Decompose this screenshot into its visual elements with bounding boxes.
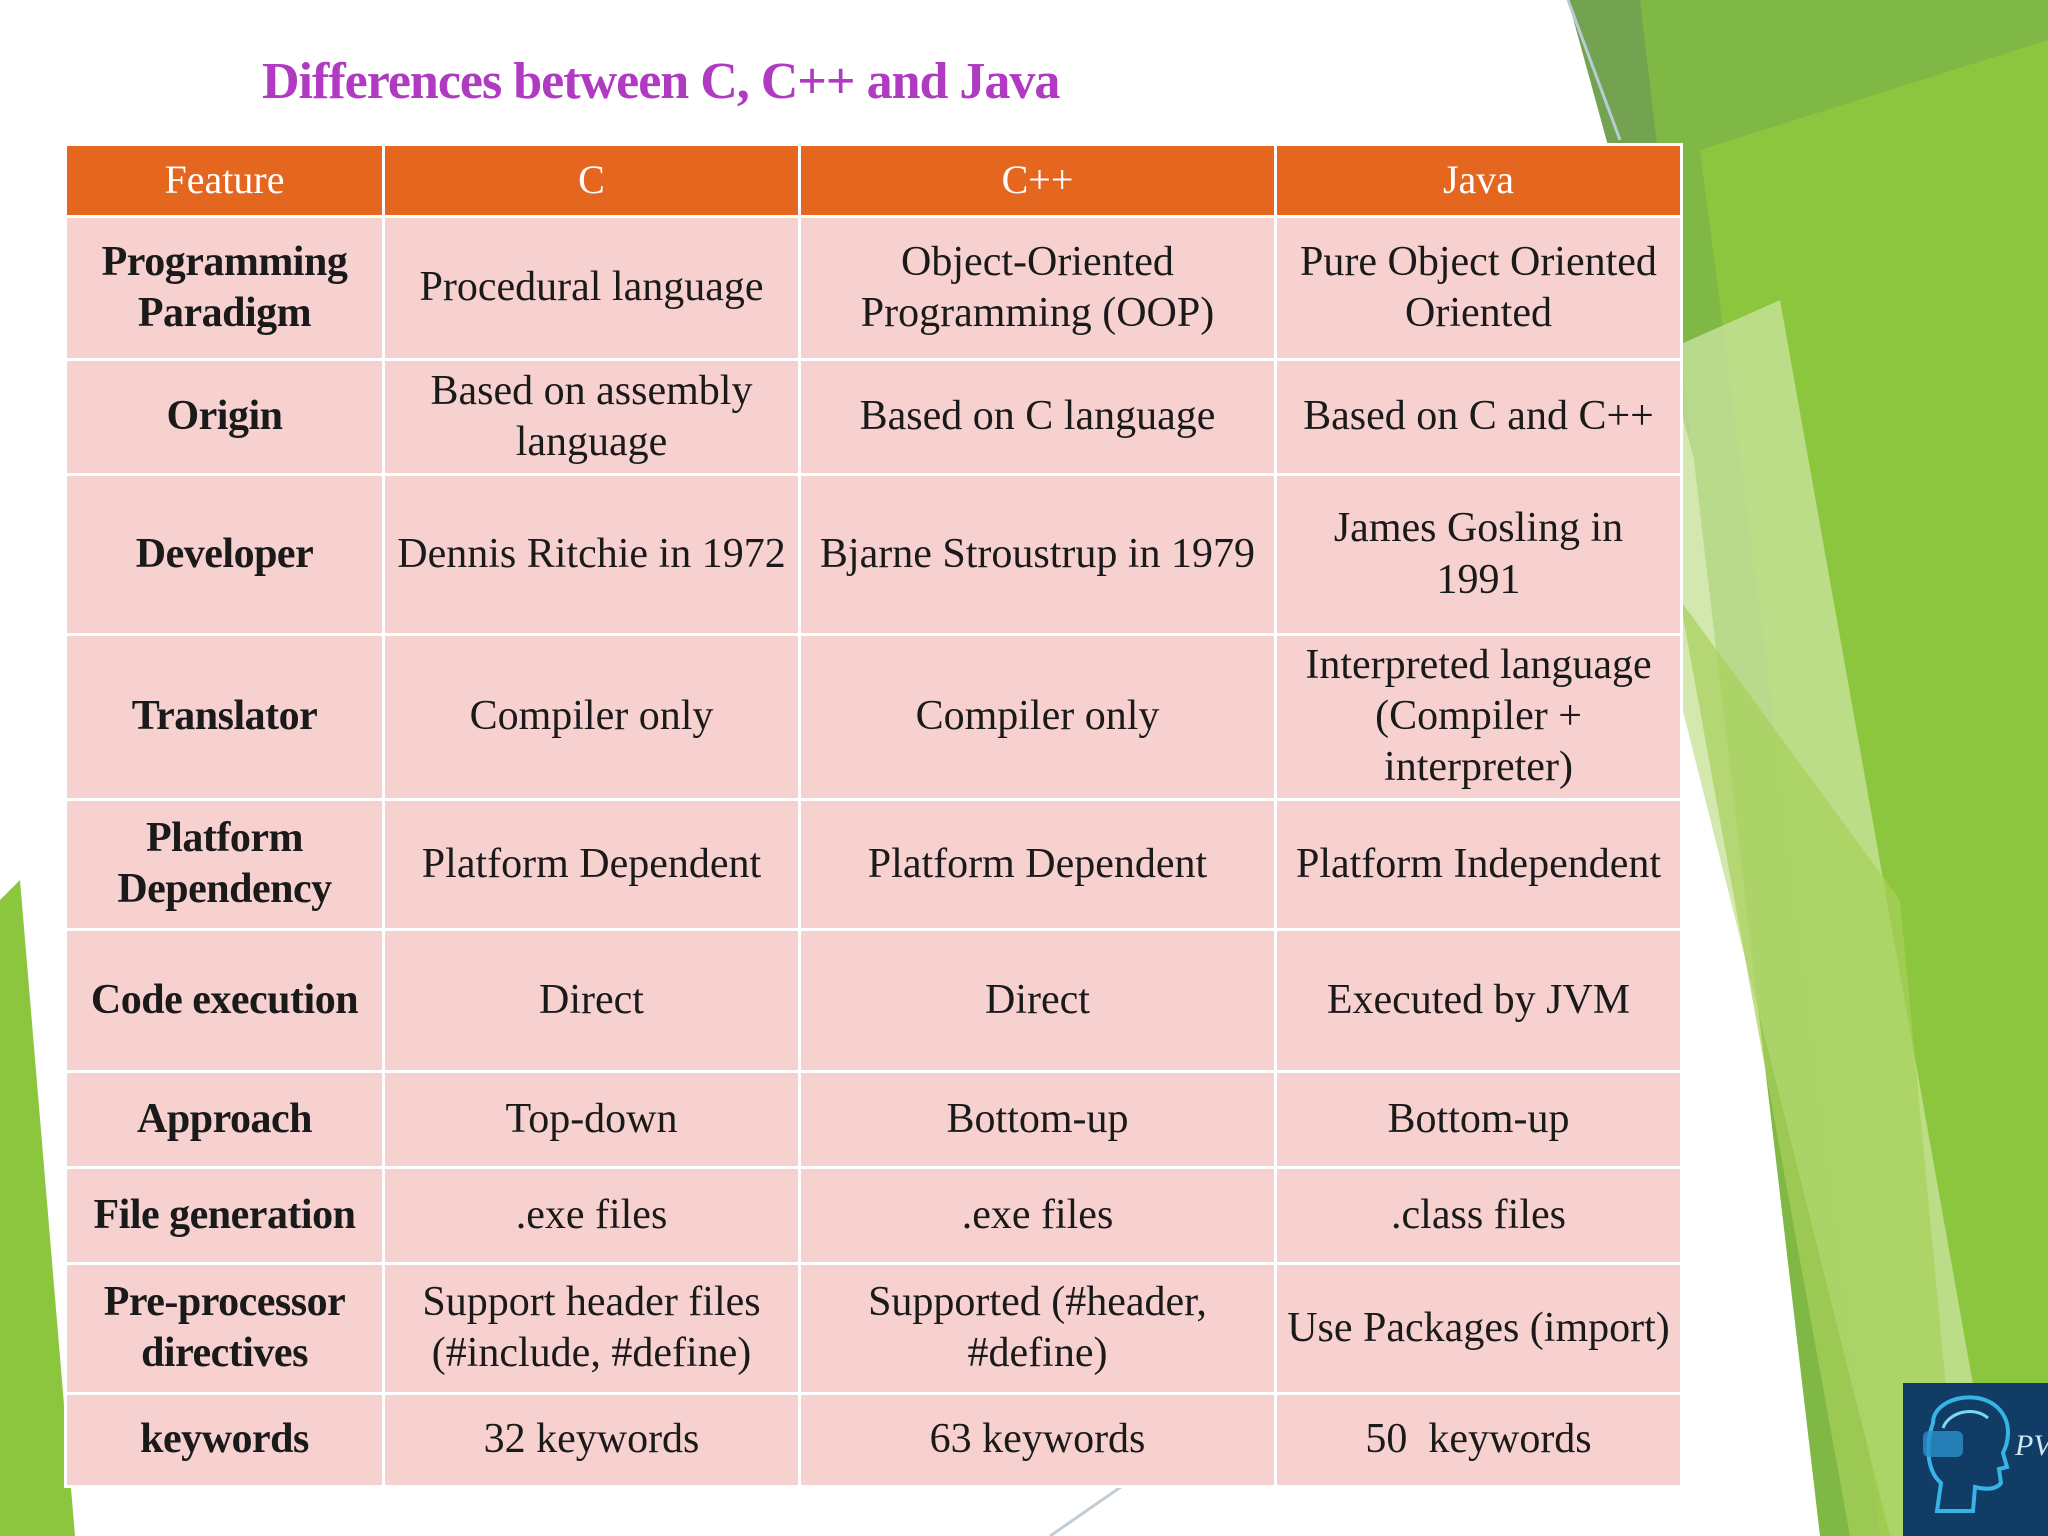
cpp-cell: 63 keywords (798, 1391, 1277, 1488)
table-row: Translator Compiler only Compiler only I… (64, 633, 1683, 801)
green-shape-left (0, 880, 75, 1536)
feature-cell: keywords (64, 1391, 385, 1488)
feature-cell: Approach (64, 1069, 385, 1169)
cpp-cell: Platform Dependent (798, 797, 1277, 931)
c-cell: Direct (382, 927, 801, 1073)
c-cell: Based on assembly language (382, 358, 801, 476)
table-row: Approach Top-down Bottom-up Bottom-up (64, 1069, 1683, 1169)
table-header-row: Feature C C++ Java (64, 143, 1683, 218)
feature-cell: File generation (64, 1165, 385, 1265)
java-cell: 50 keywords (1274, 1391, 1683, 1488)
java-cell: Executed by JVM (1274, 927, 1683, 1073)
header-c: C (382, 143, 801, 218)
cpp-cell: Bottom-up (798, 1069, 1277, 1169)
feature-cell: Programming Paradigm (64, 215, 385, 361)
table-row: Programming Paradigm Procedural language… (64, 215, 1683, 361)
c-cell: Dennis Ritchie in 1972 (382, 473, 801, 636)
logo-text: PVC (2014, 1429, 2048, 1462)
c-cell: .exe files (382, 1165, 801, 1265)
cpp-cell: Based on C language (798, 358, 1277, 476)
table-row: Code execution Direct Direct Executed by… (64, 927, 1683, 1073)
header-feature: Feature (64, 143, 385, 218)
java-cell: Interpreted language (Compiler + interpr… (1274, 633, 1683, 801)
header-cpp: C++ (798, 143, 1277, 218)
feature-cell: Origin (64, 358, 385, 476)
c-cell: 32 keywords (382, 1391, 801, 1488)
feature-cell: Translator (64, 633, 385, 801)
java-cell: Based on C and C++ (1274, 358, 1683, 476)
c-cell: Top-down (382, 1069, 801, 1169)
java-cell: Bottom-up (1274, 1069, 1683, 1169)
table-row: File generation .exe files .exe files .c… (64, 1165, 1683, 1265)
cpp-cell: Object-Oriented Programming (OOP) (798, 215, 1277, 361)
feature-cell: Platform Dependency (64, 797, 385, 931)
table-row: Platform Dependency Platform Dependent P… (64, 797, 1683, 931)
c-cell: Procedural language (382, 215, 801, 361)
feature-cell: Code execution (64, 927, 385, 1073)
java-cell: Platform Independent (1274, 797, 1683, 931)
cpp-cell: Supported (#header, #define) (798, 1261, 1277, 1395)
header-java: Java (1274, 143, 1683, 218)
thin-accent-line (1566, 0, 1622, 141)
table-row: Pre-processor directives Support header … (64, 1261, 1683, 1395)
feature-cell: Developer (64, 473, 385, 636)
table-row: keywords 32 keywords 63 keywords 50 keyw… (64, 1391, 1683, 1488)
java-cell: .class files (1274, 1165, 1683, 1265)
green-shape-lime (1680, 600, 1960, 1536)
c-cell: Platform Dependent (382, 797, 801, 931)
cpp-cell: Direct (798, 927, 1277, 1073)
cpp-cell: Bjarne Stroustrup in 1979 (798, 473, 1277, 636)
feature-cell: Pre-processor directives (64, 1261, 385, 1395)
head-profile-logo-icon: PVC (1903, 1383, 2048, 1536)
c-cell: Compiler only (382, 633, 801, 801)
slide-title: Differences between C, C++ and Java (262, 53, 1060, 110)
cpp-cell: Compiler only (798, 633, 1277, 801)
comparison-table: Feature C C++ Java Programming Paradigm … (64, 143, 1683, 1488)
java-cell: James Gosling in 1991 (1274, 473, 1683, 636)
c-cell: Support header files (#include, #define) (382, 1261, 801, 1395)
table-row: Developer Dennis Ritchie in 1972 Bjarne … (64, 473, 1683, 636)
java-cell: Use Packages (import) (1274, 1261, 1683, 1395)
cpp-cell: .exe files (798, 1165, 1277, 1265)
table-row: Origin Based on assembly language Based … (64, 358, 1683, 476)
java-cell: Pure Object Oriented Oriented (1274, 215, 1683, 361)
